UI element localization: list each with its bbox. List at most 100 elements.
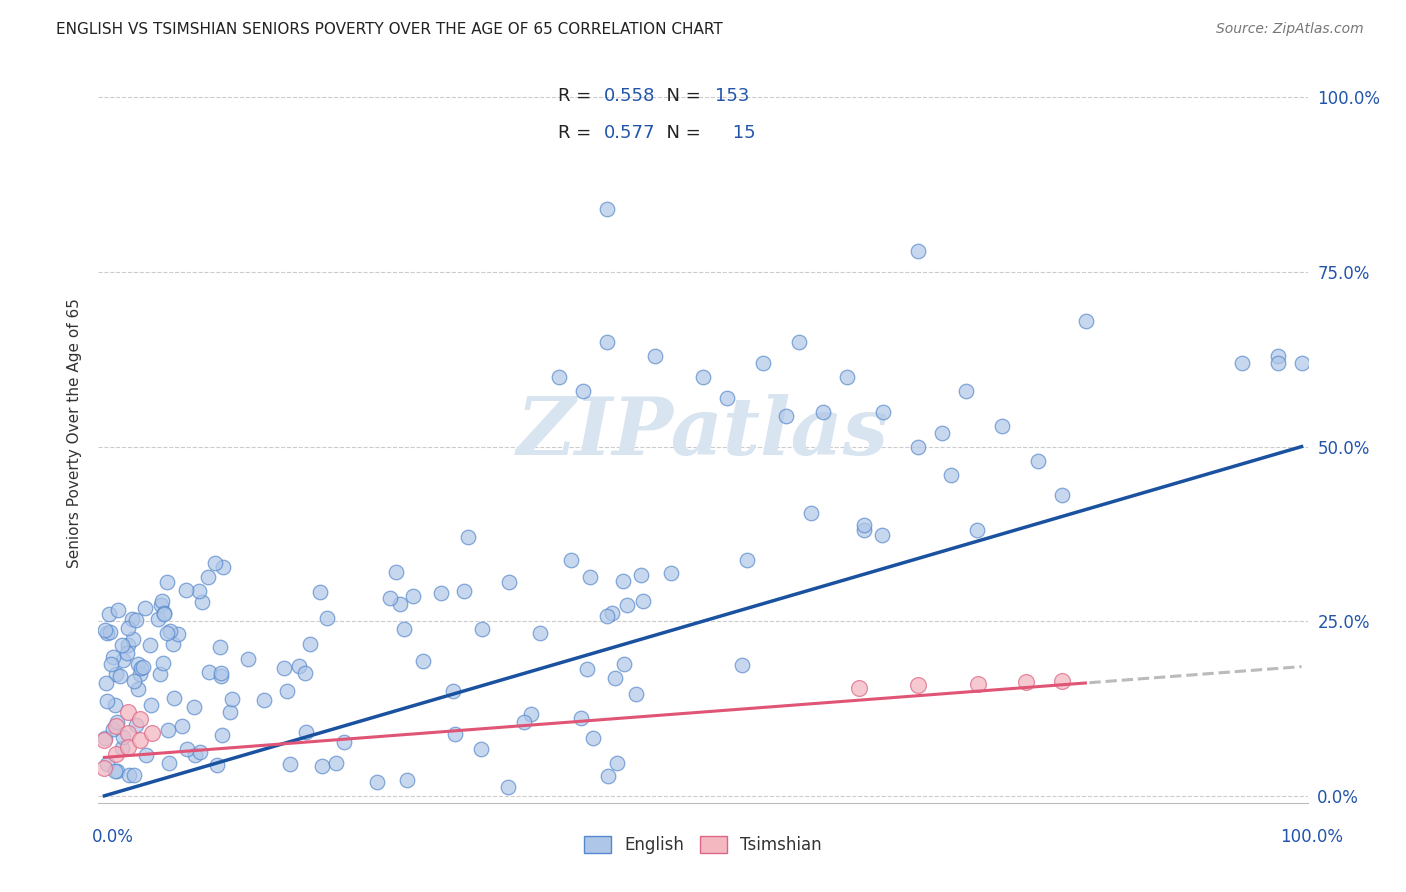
Point xyxy=(118,767,141,781)
Point xyxy=(298,637,321,651)
Point xyxy=(443,727,465,741)
Point xyxy=(600,606,623,620)
Text: 153: 153 xyxy=(716,87,749,104)
Point xyxy=(661,566,683,580)
Point xyxy=(127,657,149,671)
Point xyxy=(97,607,120,622)
Point xyxy=(631,593,654,607)
Point xyxy=(496,780,519,794)
Point xyxy=(644,349,666,363)
Point xyxy=(252,693,274,707)
Point xyxy=(105,747,128,761)
Point xyxy=(157,723,180,737)
Point xyxy=(430,586,453,600)
Point xyxy=(117,705,139,719)
Point xyxy=(598,770,620,784)
Point xyxy=(1026,453,1049,467)
Point xyxy=(125,718,148,732)
Point xyxy=(412,654,434,668)
Point xyxy=(907,440,929,454)
Text: ENGLISH VS TSIMSHIAN SENIORS POVERTY OVER THE AGE OF 65 CORRELATION CHART: ENGLISH VS TSIMSHIAN SENIORS POVERTY OVE… xyxy=(56,22,723,37)
Point xyxy=(392,622,415,636)
Point xyxy=(278,757,301,772)
Legend: English, Tsimshian: English, Tsimshian xyxy=(578,830,828,861)
Point xyxy=(616,598,638,612)
Point xyxy=(93,761,115,775)
Point xyxy=(692,369,714,384)
Point xyxy=(624,687,647,701)
Point xyxy=(176,742,198,756)
Point xyxy=(117,638,139,652)
Point xyxy=(105,715,128,730)
Point xyxy=(128,667,150,681)
Point xyxy=(96,756,118,771)
Point xyxy=(191,595,214,609)
Point xyxy=(388,597,411,611)
Point xyxy=(117,621,139,635)
Point xyxy=(104,666,127,681)
Point xyxy=(108,669,131,683)
Point xyxy=(122,632,145,647)
Point xyxy=(603,671,626,685)
Point xyxy=(470,742,492,756)
Point xyxy=(153,606,176,620)
Point xyxy=(288,659,311,673)
Point xyxy=(183,700,205,714)
Point xyxy=(157,756,180,770)
Point xyxy=(596,334,619,349)
Point xyxy=(576,662,599,676)
Point xyxy=(333,735,356,749)
Point xyxy=(112,730,135,744)
Point xyxy=(105,764,128,778)
Point xyxy=(93,733,115,747)
Point xyxy=(148,612,170,626)
Point xyxy=(548,369,571,384)
Point xyxy=(907,244,929,258)
Point xyxy=(325,756,347,771)
Point xyxy=(93,731,115,745)
Point xyxy=(159,624,181,638)
Point xyxy=(853,518,876,533)
Point xyxy=(366,775,388,789)
Text: Source: ZipAtlas.com: Source: ZipAtlas.com xyxy=(1216,22,1364,37)
Point xyxy=(385,565,408,579)
Point xyxy=(606,756,628,770)
Point xyxy=(117,726,139,740)
Point xyxy=(907,678,929,692)
Text: 0.0%: 0.0% xyxy=(91,828,134,846)
Text: ZIPatlas: ZIPatlas xyxy=(517,394,889,471)
Point xyxy=(162,637,184,651)
Point xyxy=(111,638,134,652)
Text: 0.558: 0.558 xyxy=(603,87,655,104)
Point xyxy=(401,589,423,603)
Point xyxy=(212,559,235,574)
Point xyxy=(955,384,977,398)
Point xyxy=(378,591,401,605)
Point xyxy=(612,574,634,589)
Point xyxy=(569,711,592,725)
Point xyxy=(1267,356,1289,370)
Point xyxy=(172,719,194,733)
Point xyxy=(187,583,209,598)
Point xyxy=(163,690,186,705)
Point xyxy=(441,683,464,698)
Point xyxy=(129,712,152,726)
Point xyxy=(105,719,128,733)
Point xyxy=(395,772,418,787)
Point xyxy=(853,523,876,537)
Point xyxy=(966,523,988,537)
Point xyxy=(520,706,543,721)
Text: N =: N = xyxy=(655,124,706,142)
Point xyxy=(1050,673,1073,688)
Point xyxy=(752,356,775,370)
Point xyxy=(141,726,163,740)
Point xyxy=(294,666,316,681)
Point xyxy=(294,725,316,739)
Point xyxy=(218,706,240,720)
Point xyxy=(134,601,156,615)
Point xyxy=(716,391,738,405)
Text: 15: 15 xyxy=(727,124,756,142)
Point xyxy=(276,683,298,698)
Point xyxy=(100,657,122,672)
Point xyxy=(582,731,605,746)
